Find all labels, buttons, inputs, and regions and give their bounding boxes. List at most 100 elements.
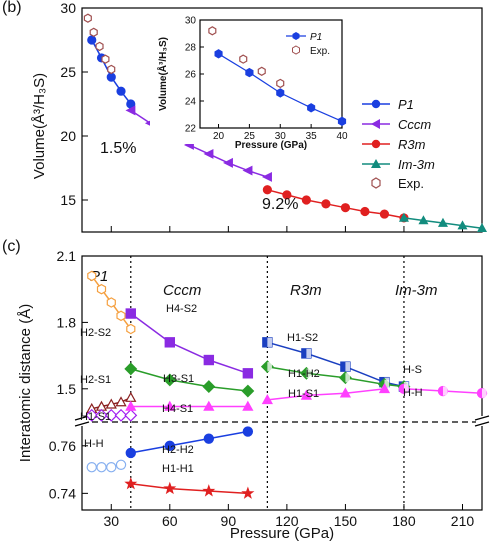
volume-point-exp xyxy=(95,41,104,52)
volume-point-p1 xyxy=(106,72,116,82)
volume-y-tick-label: 30 xyxy=(60,0,76,16)
distance-series-h4-s1 xyxy=(125,400,254,411)
volume-x-ticks xyxy=(110,226,463,232)
inset-point-exp xyxy=(257,66,266,76)
volume-y-tick-label: 25 xyxy=(60,64,76,80)
volume-point-r3m xyxy=(360,206,370,217)
volume-point-exp xyxy=(83,13,92,23)
distance-point-h4-s2 xyxy=(125,308,136,319)
label-h-s: H-S xyxy=(403,364,422,376)
label-h2-s2: H2-S2 xyxy=(80,327,111,339)
svg-text:Im-3m: Im-3m xyxy=(398,157,435,172)
distance-x-ticks: 30 60 90 120 150 180 210 xyxy=(103,504,474,529)
inset-point-p1 xyxy=(307,103,316,113)
inset-x-label: Pressure (GPa) xyxy=(235,140,307,151)
distance-series-h-s-h-h xyxy=(398,383,488,399)
inset-point-p1 xyxy=(245,67,254,78)
distance-point-h4-s2 xyxy=(242,368,254,379)
volume-point-exp xyxy=(89,27,98,37)
inset-y-label: Volume(Å³/H₃S) xyxy=(156,37,169,111)
distance-x-tick-label: 210 xyxy=(451,513,475,529)
distance-point-h4-s2 xyxy=(164,337,176,348)
inset-x-tick-label: 20 xyxy=(213,131,225,142)
distance-point-h2-s2 xyxy=(116,310,126,322)
distance-point-h3-s1 xyxy=(124,362,138,376)
volume-point-p1 xyxy=(87,35,97,45)
distance-point-h2-s2 xyxy=(96,283,107,295)
distance-point-h4-s1 xyxy=(203,400,215,411)
inset-point-p1 xyxy=(337,116,347,126)
distance-point-h2-s1 xyxy=(125,391,137,402)
inset-y-tick-label: 24 xyxy=(185,97,197,108)
volume-point-r3m xyxy=(379,209,390,219)
volume-legend: P1 Cccm R3m Im-3m Exp. xyxy=(362,97,435,191)
volume-point-im-3m xyxy=(437,217,448,227)
distance-point-h3-s1 xyxy=(163,373,177,387)
distance-point-h1-h1 xyxy=(241,486,255,499)
distance-point-h4-s2 xyxy=(203,354,215,366)
distance-series xyxy=(85,270,488,499)
distance-point-h1-h1 xyxy=(202,484,216,497)
phase-label-im3m: Im-3m xyxy=(395,282,438,299)
distance-point-h1-s1-r3m xyxy=(378,382,391,394)
volume-point-r3m xyxy=(340,203,351,213)
distance-series-h-h xyxy=(86,459,127,473)
distance-series-h2-h2 xyxy=(125,426,254,459)
inset-series-p1 xyxy=(214,49,347,126)
label-h1-s1-r3m: H1-S1 xyxy=(288,388,319,400)
volume-series xyxy=(83,13,488,232)
volume-point-im-3m xyxy=(418,215,429,225)
volume-point-exp xyxy=(107,64,116,75)
distance-x-label: Pressure (GPa) xyxy=(230,525,334,542)
volume-y-tick-label: 20 xyxy=(60,128,76,144)
volume-point-r3m xyxy=(301,195,311,205)
distance-point-h2-h2 xyxy=(203,433,215,444)
distance-point-h2-h2 xyxy=(242,426,254,437)
label-h2-h2: H2-H2 xyxy=(162,444,194,456)
distance-point-h-h xyxy=(115,459,127,471)
inset-point-exp xyxy=(276,78,285,89)
distance-x-tick-label: 150 xyxy=(334,513,358,529)
inset-x-tick-label: 40 xyxy=(336,131,348,142)
inset-y-tick-label: 26 xyxy=(185,70,197,81)
label-h4-s2: H4-S2 xyxy=(166,303,197,315)
distance-x-tick-label: 60 xyxy=(162,513,178,529)
distance-series-h1-s1-r3m xyxy=(261,382,391,405)
legend-item-im3m: Im-3m xyxy=(362,157,435,172)
volume-point-cccm xyxy=(262,171,272,182)
inset-y-tick-label: 22 xyxy=(185,124,197,135)
distance-y-tick-label: 1.8 xyxy=(57,314,77,330)
inset-chart: 20 25 30 35 40 22 24 26 28 30 Pressure (GPa) Volu… xyxy=(150,12,348,151)
inset-x-tick-label: 30 xyxy=(275,131,287,142)
label-h1-s2: H1-S2 xyxy=(287,332,318,344)
label-h1-h2: H1-H2 xyxy=(288,368,320,380)
distance-point-h1-s1 xyxy=(95,408,108,422)
distance-line-h1-h1 xyxy=(130,483,248,495)
annotation-9-2: 9.2% xyxy=(262,196,298,213)
distance-axes-frame xyxy=(81,255,483,511)
volume-series-exp xyxy=(83,13,116,75)
inset-series xyxy=(208,26,347,126)
distance-point-h-h xyxy=(96,461,107,473)
volume-series-p1 xyxy=(87,35,136,109)
inset-point-exp xyxy=(208,26,217,36)
distance-series-h3-s1 xyxy=(124,362,255,398)
volume-point-im-3m xyxy=(476,222,488,232)
panel-label-b: (b) xyxy=(2,0,22,16)
volume-point-cccm xyxy=(242,165,253,176)
distance-point-h4-s1 xyxy=(164,400,176,411)
inset-series-exp xyxy=(208,26,285,89)
distance-point-h1-s1-r3m xyxy=(339,387,352,398)
distance-x-tick-label: 180 xyxy=(392,513,416,529)
volume-series-r3m xyxy=(262,185,409,223)
distance-series-h1-h2 xyxy=(260,360,411,394)
inset-point-p1 xyxy=(276,88,285,98)
svg-text:P1: P1 xyxy=(398,97,414,112)
distance-point-h1-s1 xyxy=(114,408,128,422)
volume-panel: (b) 15 20 25 30 Volume(Å³/H₃S) 1.5% 9.2% P1… xyxy=(2,0,488,233)
distance-y-tick-label: 0.74 xyxy=(49,485,76,501)
distance-y-ticks: 1.5 1.8 2.1 0.74 0.76 xyxy=(49,248,88,501)
distance-y-tick-label: 2.1 xyxy=(57,248,77,264)
distance-x-tick-label: 120 xyxy=(275,513,299,529)
